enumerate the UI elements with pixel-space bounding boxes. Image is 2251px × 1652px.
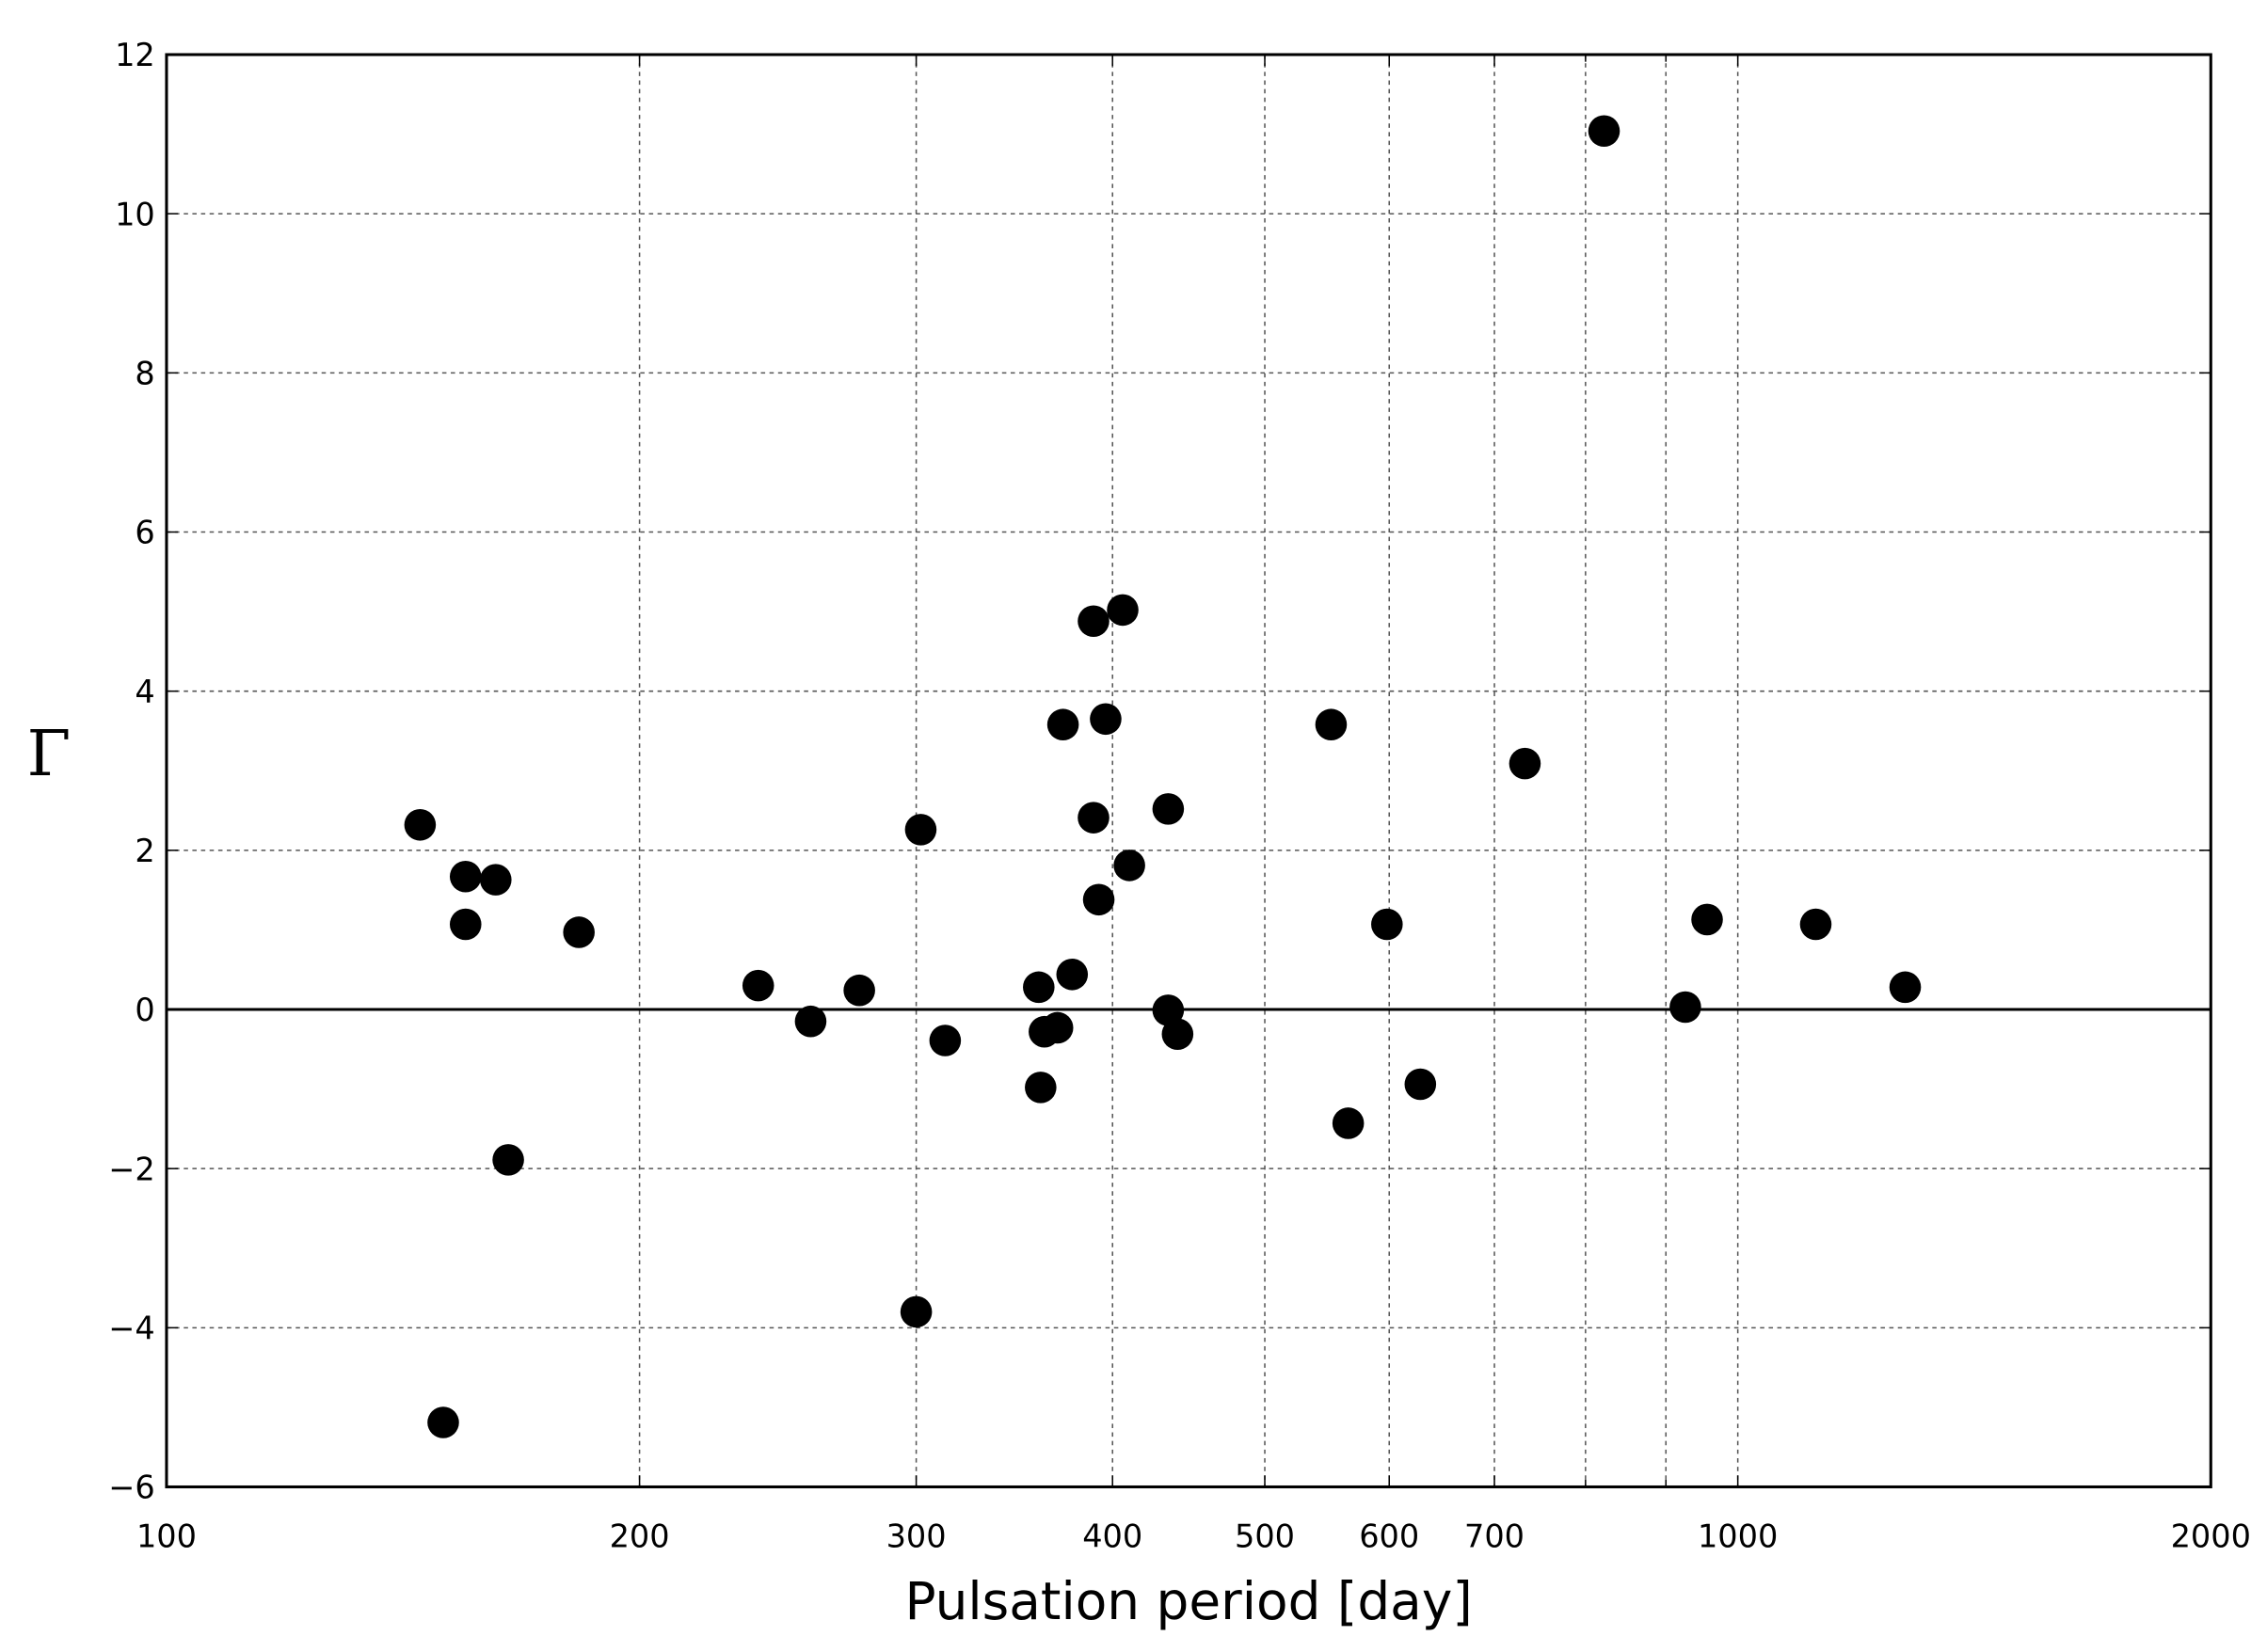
data-point	[794, 1005, 827, 1038]
y-tick-label: −4	[108, 1310, 154, 1347]
data-point	[1371, 908, 1403, 941]
data-point	[1889, 971, 1922, 1004]
data-point	[1161, 1018, 1194, 1051]
y-tick-label: 4	[135, 674, 154, 710]
x-tick-label: 300	[886, 1518, 947, 1555]
data-point	[404, 809, 437, 841]
y-tick-label: 12	[115, 37, 155, 73]
data-point	[1799, 908, 1832, 941]
data-point	[449, 860, 482, 893]
data-point	[1404, 1068, 1437, 1101]
y-axis-label: Γ	[27, 717, 72, 790]
x-tick-label: 200	[610, 1518, 670, 1555]
x-tick-label: 500	[1235, 1518, 1295, 1555]
y-tick-label: 6	[135, 515, 154, 551]
data-point	[563, 916, 595, 948]
x-tick-label: 100	[136, 1518, 197, 1555]
data-point	[1152, 994, 1185, 1026]
x-tick-label: 2000	[2171, 1518, 2251, 1555]
data-point	[427, 1406, 459, 1438]
y-tick-label: 10	[115, 196, 155, 232]
x-tick-label: 600	[1359, 1518, 1419, 1555]
y-tick-label: 0	[135, 992, 154, 1028]
data-point	[1082, 883, 1115, 916]
data-point	[480, 864, 512, 896]
data-point	[742, 969, 774, 1002]
data-point	[1509, 747, 1541, 780]
x-tick-label: 1000	[1698, 1518, 1778, 1555]
data-point	[1152, 793, 1185, 825]
data-point	[1588, 115, 1620, 148]
data-point	[1315, 708, 1348, 740]
data-point	[1113, 850, 1145, 882]
data-point	[1023, 971, 1055, 1004]
y-tick-label: −6	[108, 1469, 154, 1506]
plot-frame	[165, 53, 2212, 1489]
x-tick-label: 400	[1082, 1518, 1142, 1555]
x-tick-label: 700	[1464, 1518, 1525, 1555]
data-point	[1332, 1107, 1365, 1139]
data-point	[1041, 1011, 1074, 1044]
data-point	[1056, 959, 1089, 991]
data-point	[929, 1025, 962, 1056]
data-point	[1107, 594, 1139, 627]
data-point	[1078, 605, 1110, 638]
y-tick-label: 2	[135, 833, 154, 869]
data-point	[1046, 708, 1079, 740]
x-axis-label: Pulsation period [day]	[904, 1571, 1472, 1631]
data-point	[1025, 1072, 1057, 1104]
data-point	[1090, 703, 1122, 736]
data-point	[900, 1295, 933, 1328]
y-tick-label: 8	[135, 356, 154, 392]
data-point	[449, 908, 482, 941]
data-point	[1691, 903, 1723, 936]
data-point	[1669, 991, 1701, 1024]
y-tick-label: −2	[108, 1151, 154, 1187]
data-point	[1078, 802, 1110, 834]
data-point	[843, 974, 875, 1007]
data-point	[492, 1144, 524, 1176]
data-point	[904, 814, 937, 846]
